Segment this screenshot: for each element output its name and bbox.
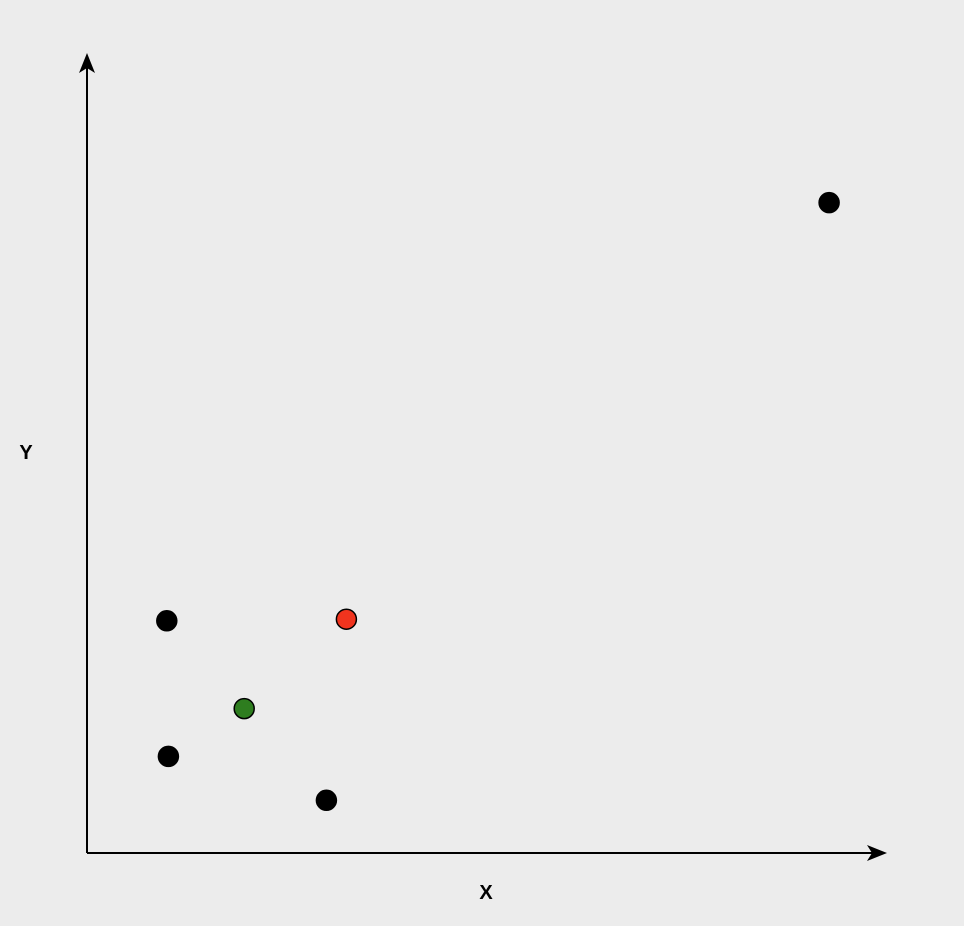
data-point-6 xyxy=(315,789,338,812)
x-axis-label: X xyxy=(479,882,493,904)
data-point-1 xyxy=(818,191,840,214)
data-point-3 xyxy=(335,608,358,630)
y-axis-arrowhead xyxy=(79,53,95,73)
y-axis xyxy=(79,53,95,853)
y-axis-label: Y xyxy=(19,442,33,464)
data-point-5 xyxy=(157,745,180,768)
data-points xyxy=(156,191,840,812)
x-axis-arrowhead xyxy=(867,845,887,861)
data-point-2 xyxy=(156,610,178,632)
x-axis xyxy=(87,845,887,861)
data-point-4 xyxy=(233,697,255,720)
